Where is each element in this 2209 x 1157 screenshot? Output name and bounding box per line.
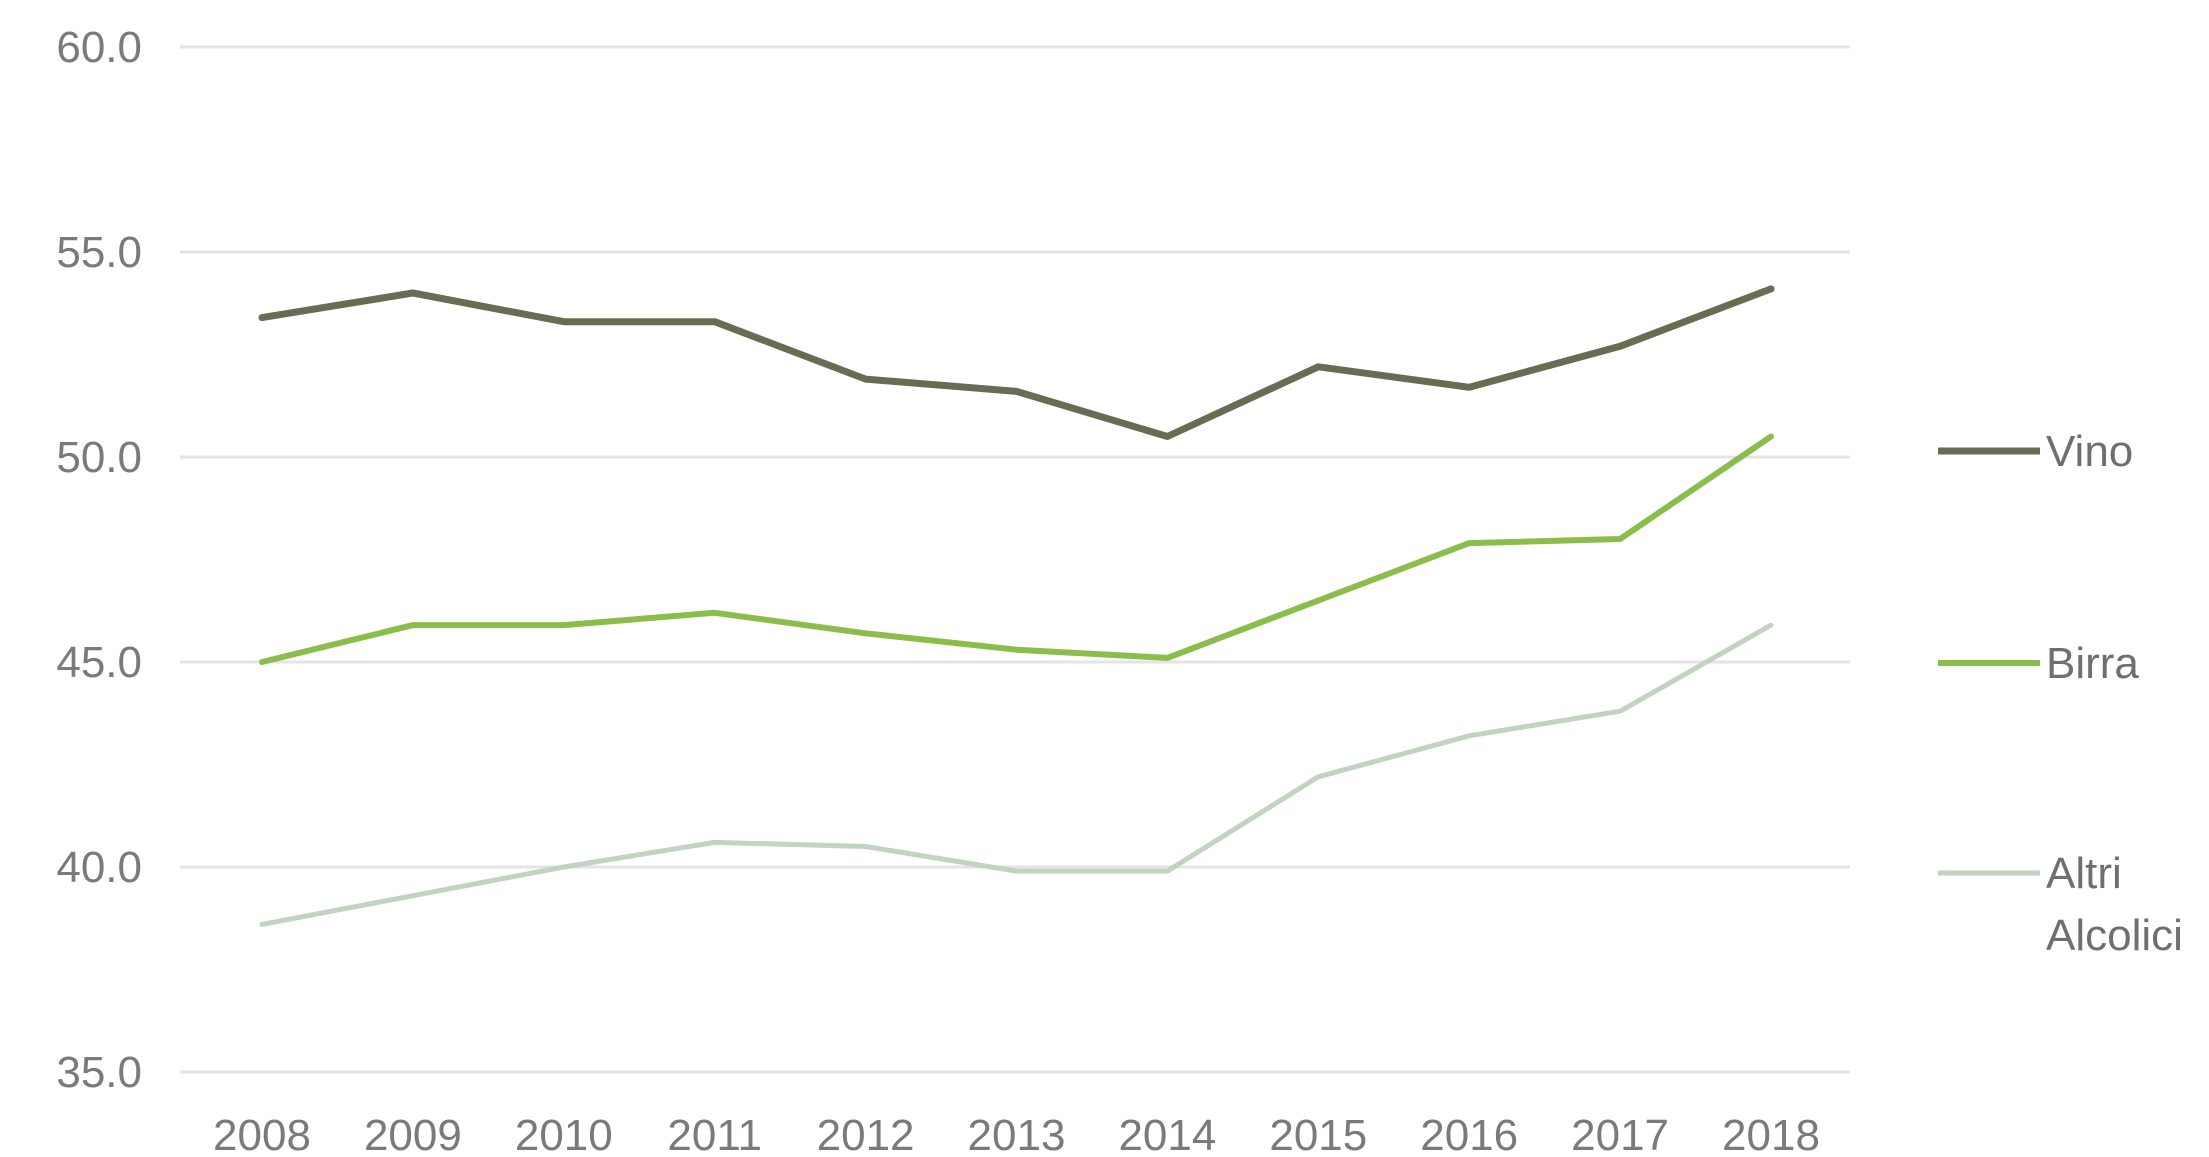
y-tick-label: 60.0 [56, 23, 142, 72]
gridlines [180, 45, 1850, 1074]
x-axis-ticks: 2008 2009 2010 2011 2012 2013 2014 2015 2016 2017… [213, 1111, 1820, 1157]
x-tick-label: 2013 [968, 1111, 1066, 1157]
x-tick-label: 2011 [667, 1111, 762, 1157]
legend: Vino Birra Altri Alcolici [1938, 427, 2183, 960]
y-tick-label: 45.0 [56, 638, 142, 687]
legend-label: Birra [2046, 639, 2139, 688]
x-tick-label: 2016 [1420, 1111, 1518, 1157]
x-tick-label: 2012 [817, 1111, 915, 1157]
x-tick-label: 2014 [1118, 1111, 1216, 1157]
series-line-vino [258, 285, 1775, 440]
legend-label: Altri Alcolici [2046, 849, 2183, 960]
y-tick-label: 35.0 [56, 1048, 142, 1097]
x-tick-label: 2010 [515, 1111, 613, 1157]
x-tick-label: 2009 [364, 1111, 462, 1157]
series-line-birra [259, 433, 1774, 665]
x-tick-label: 2017 [1571, 1111, 1669, 1157]
y-axis-ticks: 60.0 55.0 50.0 45.0 40.0 35.0 [56, 23, 142, 1097]
x-tick-label: 2008 [213, 1111, 311, 1157]
y-tick-label: 40.0 [56, 843, 142, 892]
legend-label: Vino [2046, 427, 2133, 476]
y-tick-label: 55.0 [56, 228, 142, 277]
series-line-altri-alcolici [259, 622, 1774, 927]
x-tick-label: 2018 [1722, 1111, 1820, 1157]
series-lines [258, 285, 1775, 927]
x-tick-label: 2015 [1269, 1111, 1367, 1157]
y-tick-label: 50.0 [56, 433, 142, 482]
